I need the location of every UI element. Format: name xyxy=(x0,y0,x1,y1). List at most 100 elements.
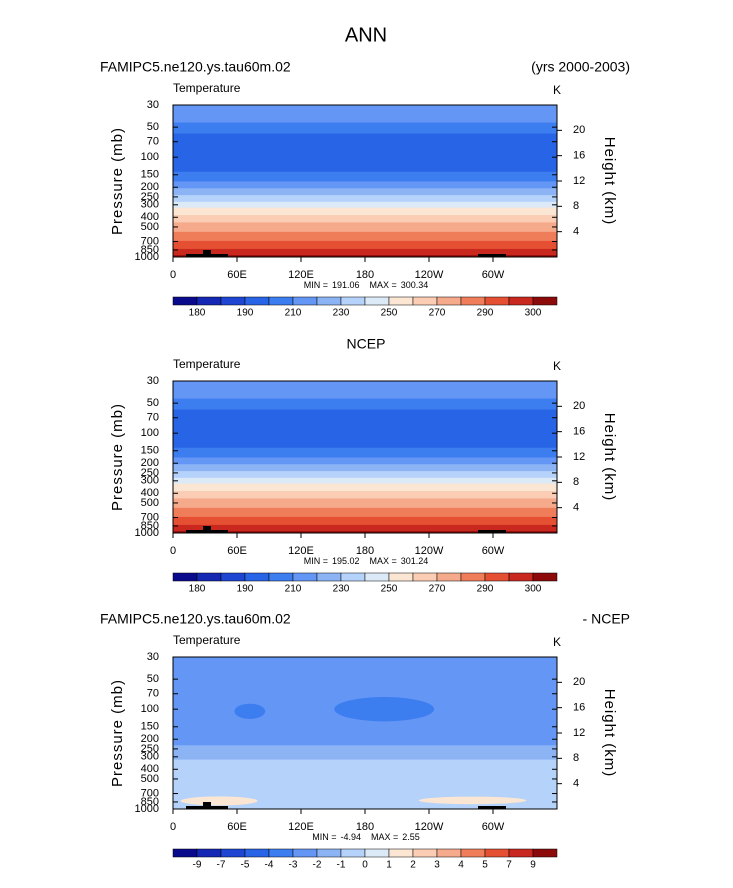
topography xyxy=(478,806,506,809)
colorbar-label: -2 xyxy=(313,860,322,871)
colorbar-label: 290 xyxy=(477,308,494,319)
y-axis-label: Pressure (mb) xyxy=(109,679,126,787)
max-value: 2.55 xyxy=(402,832,420,842)
x-tick-label: 180 xyxy=(356,545,374,557)
colorbar-label: 270 xyxy=(429,308,446,319)
y2-tick-label: 8 xyxy=(573,476,579,488)
min-max: MIN = 195.02 MAX = 301.24 xyxy=(304,556,429,566)
colorbar-label: -9 xyxy=(193,860,202,871)
y2-axis-label: Height (km) xyxy=(601,413,618,502)
colorbar-box xyxy=(172,848,198,858)
y2-tick-label: 4 xyxy=(573,502,579,514)
min-value: 191.06 xyxy=(332,280,360,290)
colorbar-label: 290 xyxy=(477,584,494,595)
y-tick-label: 300 xyxy=(141,199,159,211)
y-tick-label: 400 xyxy=(141,763,159,775)
y2-tick-label: 20 xyxy=(573,676,585,688)
y-tick-label: 70 xyxy=(147,136,159,148)
y-tick-label: 850 xyxy=(141,520,159,532)
variable-label: Temperature xyxy=(173,357,241,371)
units-label: K xyxy=(553,635,561,649)
y-tick-label: 700 xyxy=(141,787,159,799)
panel-title-right: (yrs 2000-2003) xyxy=(531,59,630,75)
contour-band xyxy=(173,381,557,400)
contour-band xyxy=(173,105,557,124)
colorbar-box xyxy=(292,296,318,306)
colorbar-label: 1 xyxy=(386,860,392,871)
colorbar-box xyxy=(244,848,270,858)
y-tick-label: 700 xyxy=(141,511,159,523)
colorbar-box xyxy=(268,848,294,858)
contour-patch xyxy=(180,796,258,806)
contour-band xyxy=(173,483,557,492)
x-tick-label: 60W xyxy=(482,269,505,281)
y-tick-label: 200 xyxy=(141,457,159,469)
colorbar-box xyxy=(388,572,414,582)
contour-band xyxy=(173,188,557,196)
y2-tick-label: 4 xyxy=(573,778,579,790)
y2-axis-label: Height (km) xyxy=(601,689,618,778)
contour-band xyxy=(173,477,557,485)
y-tick-label: 30 xyxy=(147,99,159,111)
colorbar-box xyxy=(220,296,246,306)
colorbar-box xyxy=(316,848,342,858)
y-tick-label: 30 xyxy=(147,651,159,663)
colorbar-box xyxy=(460,572,486,582)
panel-title: NCEP xyxy=(347,336,386,352)
y2-tick-label: 16 xyxy=(573,702,585,714)
y-tick-label: 850 xyxy=(141,244,159,256)
contour-patch xyxy=(234,703,266,719)
min-text: MIN = xyxy=(304,280,328,290)
contour-bands xyxy=(173,381,557,533)
contour-band xyxy=(173,491,557,499)
y2-axis-label: Height (km) xyxy=(601,137,618,226)
topography xyxy=(186,806,228,809)
colorbar-label: 2 xyxy=(410,860,416,871)
y2-tick-label: 16 xyxy=(573,150,585,162)
contour-band xyxy=(173,447,557,458)
contour-band xyxy=(173,398,557,411)
y2-tick-label: 12 xyxy=(573,451,585,463)
colorbar-label: 7 xyxy=(506,860,512,871)
colorbar-box xyxy=(388,848,414,858)
contour-bands xyxy=(173,657,557,809)
contour-band xyxy=(173,464,557,472)
y-tick-label: 300 xyxy=(141,751,159,763)
panel-title-left: FAMIPC5.ne120.ys.tau60m.02 xyxy=(100,611,291,627)
min-text: MIN = xyxy=(304,556,328,566)
colorbar-box xyxy=(508,296,534,306)
y-tick-label: 50 xyxy=(147,121,159,133)
max-text: MAX = xyxy=(370,556,397,566)
colorbar-box xyxy=(244,572,270,582)
x-tick-label: 0 xyxy=(170,545,176,557)
figure-title: ANN xyxy=(345,24,387,46)
contour-band xyxy=(173,471,557,479)
colorbar-label: 3 xyxy=(434,860,440,871)
y-tick-label: 500 xyxy=(141,221,159,233)
colorbar-label: -1 xyxy=(337,860,346,871)
x-tick-label: 120E xyxy=(288,269,314,281)
topography xyxy=(203,802,211,806)
y-tick-label: 250 xyxy=(141,191,159,203)
colorbar-box xyxy=(484,572,510,582)
contour-band xyxy=(173,222,557,233)
colorbar-label: 230 xyxy=(333,308,350,319)
contour-band xyxy=(173,507,557,518)
colorbar-label: 190 xyxy=(237,308,254,319)
colorbar-label: 270 xyxy=(429,584,446,595)
y-tick-label: 500 xyxy=(141,497,159,509)
colorbar-label: 5 xyxy=(482,860,488,871)
colorbar-label: -5 xyxy=(241,860,250,871)
colorbar-box xyxy=(220,848,246,858)
y-axis-label: Pressure (mb) xyxy=(109,127,126,235)
colorbar-label: 300 xyxy=(525,584,542,595)
y2-tick-label: 16 xyxy=(573,426,585,438)
min-max: MIN = -4.94 MAX = 2.55 xyxy=(312,832,420,842)
y-tick-label: 850 xyxy=(141,796,159,808)
y-axis-label: Pressure (mb) xyxy=(109,403,126,511)
y2-tick-label: 8 xyxy=(573,752,579,764)
contour-band xyxy=(173,457,557,465)
contour-band xyxy=(173,207,557,216)
y-tick-label: 150 xyxy=(141,721,159,733)
